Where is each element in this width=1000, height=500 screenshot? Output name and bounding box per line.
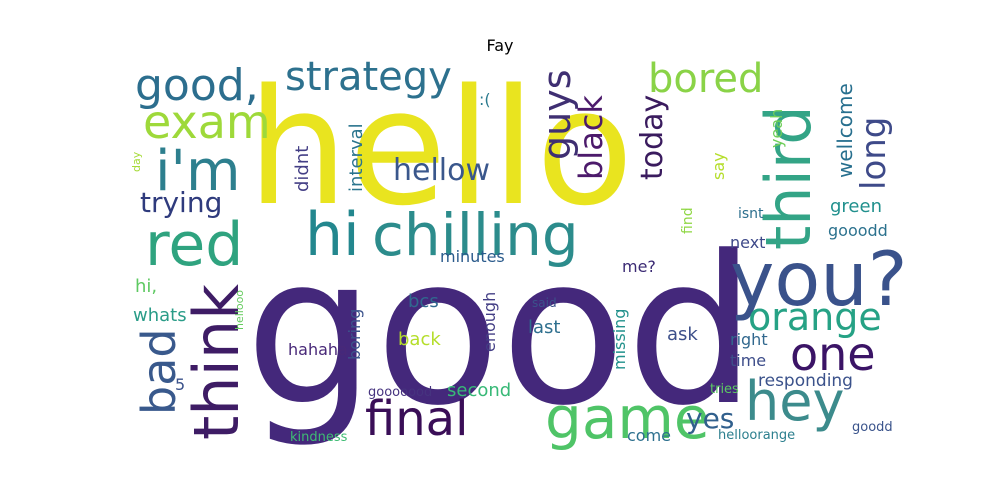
word-41: bcs [408, 291, 439, 312]
word-39: whats [133, 305, 187, 326]
word-45: ask [667, 324, 698, 345]
word-6: hi [305, 200, 360, 270]
word-17: bored [648, 56, 763, 102]
word-62: hellooo [233, 290, 246, 330]
word-24: trying [140, 186, 222, 219]
word-51: responding [758, 371, 853, 391]
word-35: next [730, 233, 765, 252]
word-57: kindness [290, 430, 348, 445]
word-36: minutes [440, 247, 505, 266]
word-38: hi, [135, 276, 157, 297]
word-21: black [572, 95, 610, 180]
word-55: goodd [852, 420, 893, 435]
word-47: time [730, 351, 766, 370]
word-40: boring [345, 309, 364, 360]
word-37: me? [622, 257, 656, 276]
word-4: chilling [372, 201, 579, 269]
word-14: exam [143, 95, 271, 149]
word-56: gooooood [368, 385, 432, 400]
word-33: isnt [738, 206, 764, 222]
word-8: think [180, 284, 253, 440]
word-12: bad [132, 328, 186, 415]
word-59: :( [479, 90, 491, 109]
word-32: find [680, 207, 696, 234]
chart-title: Fay [486, 36, 514, 55]
word-34: gooodd [828, 221, 888, 240]
word-3: you? [730, 235, 908, 323]
word-23: today [635, 95, 670, 180]
word-44: missing [610, 309, 629, 370]
word-9: game [545, 384, 710, 452]
word-25: yes [686, 402, 734, 435]
word-2: third [752, 105, 825, 250]
word-42: enough [480, 292, 499, 352]
word-30: yeah [767, 109, 786, 148]
word-52: come [627, 426, 671, 445]
word-48: back [398, 329, 441, 350]
word-58: 5 [175, 375, 185, 394]
word-20: long [854, 117, 894, 190]
word-31: say [709, 152, 728, 180]
word-60: day [130, 151, 143, 172]
word-1: good [245, 213, 756, 451]
word-22: hellow [393, 153, 490, 188]
word-13: one [790, 327, 876, 381]
word-46: right [730, 330, 768, 349]
word-43: last [528, 317, 560, 338]
word-16: strategy [285, 54, 452, 100]
word-29: didnt [292, 146, 313, 192]
word-49: hahaha [288, 340, 348, 359]
word-53: tries [710, 382, 739, 397]
word-54: helloorange [718, 428, 795, 443]
word-19: orange [748, 295, 882, 339]
word-10: hey [745, 370, 844, 433]
word-61: said [532, 296, 557, 310]
word-28: interval [346, 123, 367, 192]
word-11: final [365, 391, 468, 447]
word-15: good, [135, 60, 259, 111]
word-27: green [830, 196, 882, 217]
word-50: second [447, 380, 511, 401]
word-26: wellcome [833, 83, 857, 178]
word-5: red [145, 210, 243, 280]
word-18: guys [535, 70, 579, 161]
word-7: i'm [155, 139, 241, 204]
word-0: hello [247, 54, 634, 241]
